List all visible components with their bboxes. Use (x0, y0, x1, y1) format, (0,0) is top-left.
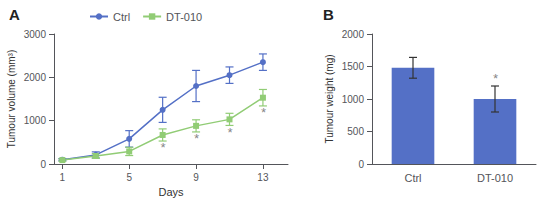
svg-text:1000: 1000 (342, 94, 365, 105)
svg-text:0: 0 (358, 159, 364, 170)
svg-text:3000: 3000 (24, 29, 47, 40)
svg-text:500: 500 (347, 126, 364, 137)
svg-text:Ctrl: Ctrl (404, 172, 421, 184)
svg-text:*: * (227, 125, 233, 140)
svg-text:5: 5 (126, 172, 132, 183)
svg-text:1000: 1000 (24, 115, 47, 126)
svg-text:*: * (194, 131, 200, 146)
svg-text:Tumour weight (mg): Tumour weight (mg) (324, 54, 335, 143)
svg-text:0: 0 (40, 159, 46, 170)
svg-text:A: A (9, 6, 20, 23)
svg-text:Ctrl: Ctrl (113, 11, 130, 23)
svg-text:Tumour volume (mm³): Tumour volume (mm³) (6, 50, 17, 149)
svg-text:Days: Days (158, 186, 184, 198)
svg-text:B: B (323, 6, 334, 23)
svg-text:*: * (492, 71, 498, 86)
svg-text:DT-010: DT-010 (166, 11, 202, 23)
svg-text:2000: 2000 (24, 72, 47, 83)
svg-text:9: 9 (193, 172, 199, 183)
svg-text:13: 13 (257, 172, 269, 183)
svg-text:DT-010: DT-010 (477, 172, 513, 184)
svg-text:*: * (260, 105, 266, 120)
svg-text:*: * (160, 140, 166, 155)
svg-text:1: 1 (60, 172, 66, 183)
svg-text:2000: 2000 (342, 29, 365, 40)
svg-text:1500: 1500 (342, 61, 365, 72)
